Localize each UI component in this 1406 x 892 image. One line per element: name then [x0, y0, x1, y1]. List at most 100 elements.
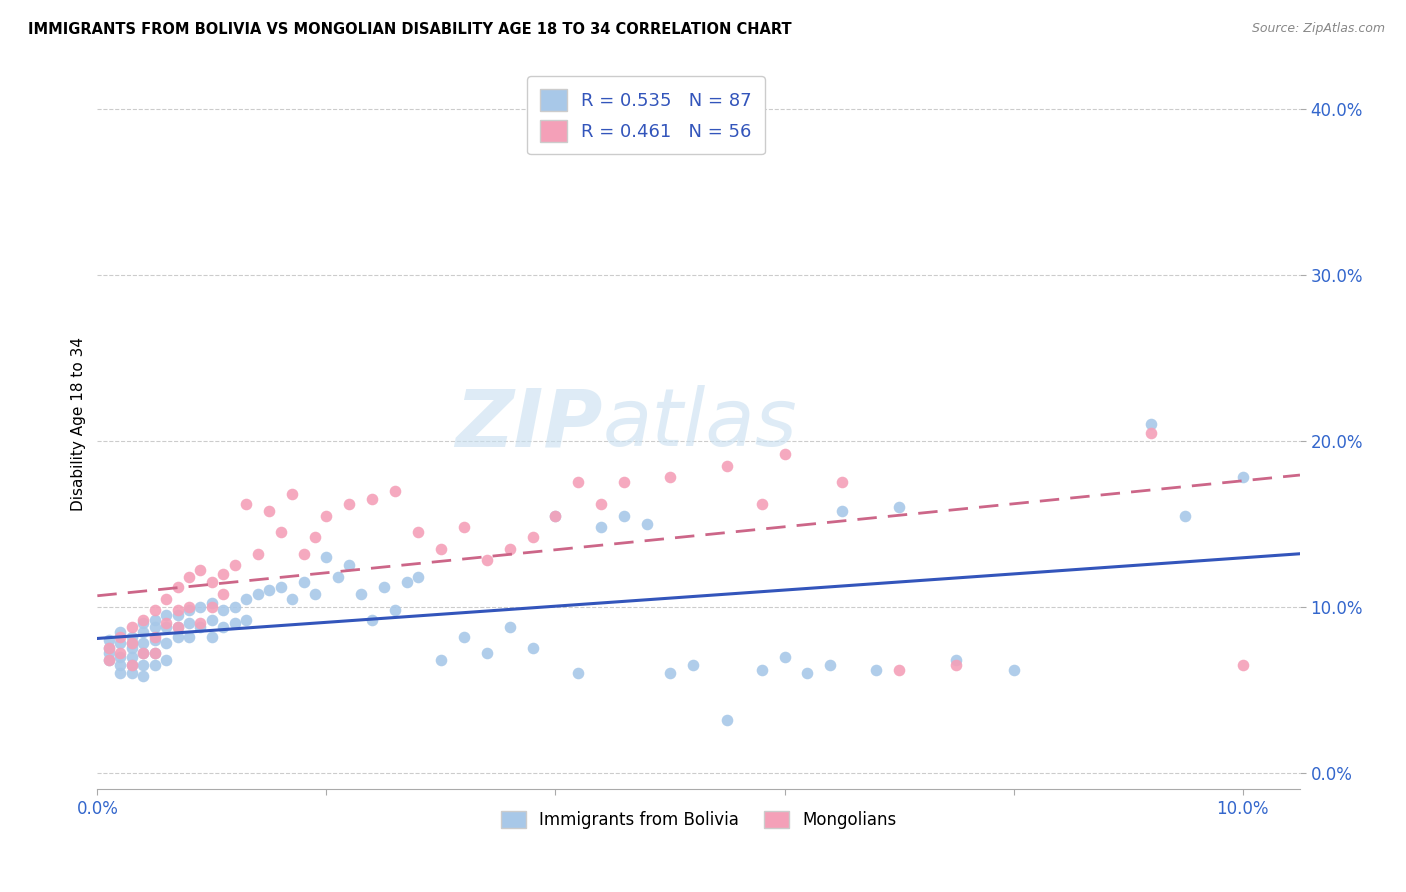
Point — [475, 646, 498, 660]
Point — [326, 570, 349, 584]
Point — [143, 646, 166, 660]
Point — [201, 597, 224, 611]
Text: ZIP: ZIP — [456, 385, 602, 464]
Point — [613, 508, 636, 523]
Point — [384, 603, 406, 617]
Point — [110, 666, 132, 681]
Point — [110, 624, 132, 639]
Point — [143, 646, 166, 660]
Point — [166, 630, 188, 644]
Text: Source: ZipAtlas.com: Source: ZipAtlas.com — [1251, 22, 1385, 36]
Point — [121, 641, 143, 656]
Point — [659, 470, 682, 484]
Point — [591, 497, 613, 511]
Point — [831, 475, 853, 490]
Point — [235, 591, 257, 606]
Point — [281, 591, 304, 606]
Point — [292, 547, 315, 561]
Point — [132, 669, 155, 683]
Point — [155, 591, 177, 606]
Point — [613, 475, 636, 490]
Point — [110, 646, 132, 660]
Point — [155, 636, 177, 650]
Point — [212, 566, 235, 581]
Point — [1140, 425, 1163, 440]
Point — [544, 508, 567, 523]
Point — [304, 586, 326, 600]
Point — [121, 657, 143, 672]
Point — [143, 632, 166, 647]
Point — [1232, 657, 1254, 672]
Point — [773, 447, 796, 461]
Point — [132, 613, 155, 627]
Point — [132, 636, 155, 650]
Point — [177, 570, 200, 584]
Point — [166, 580, 188, 594]
Point — [143, 630, 166, 644]
Point — [567, 475, 589, 490]
Point — [304, 530, 326, 544]
Point — [97, 641, 120, 656]
Point — [143, 657, 166, 672]
Point — [257, 503, 280, 517]
Point — [406, 525, 429, 540]
Point — [121, 620, 143, 634]
Point — [166, 620, 188, 634]
Point — [190, 616, 212, 631]
Point — [110, 657, 132, 672]
Point — [430, 541, 453, 556]
Point — [499, 620, 522, 634]
Point — [430, 653, 453, 667]
Point — [155, 620, 177, 634]
Point — [235, 613, 257, 627]
Point — [361, 613, 384, 627]
Point — [121, 657, 143, 672]
Point — [636, 516, 658, 531]
Point — [682, 657, 704, 672]
Point — [97, 641, 120, 656]
Point — [373, 580, 395, 594]
Point — [155, 616, 177, 631]
Point — [453, 520, 475, 534]
Point — [143, 620, 166, 634]
Point — [522, 530, 544, 544]
Point — [945, 653, 967, 667]
Point — [281, 487, 304, 501]
Point — [1140, 417, 1163, 432]
Point — [945, 657, 967, 672]
Text: atlas: atlas — [602, 385, 797, 464]
Legend: Immigrants from Bolivia, Mongolians: Immigrants from Bolivia, Mongolians — [494, 804, 903, 836]
Point — [1232, 470, 1254, 484]
Point — [190, 599, 212, 614]
Point — [499, 541, 522, 556]
Point — [110, 649, 132, 664]
Point — [132, 657, 155, 672]
Point — [406, 570, 429, 584]
Point — [820, 657, 842, 672]
Point — [97, 632, 120, 647]
Point — [110, 636, 132, 650]
Point — [887, 663, 910, 677]
Point — [716, 458, 738, 473]
Point — [121, 636, 143, 650]
Point — [384, 483, 406, 498]
Point — [716, 713, 738, 727]
Point — [544, 508, 567, 523]
Point — [246, 547, 269, 561]
Point — [315, 508, 337, 523]
Point — [453, 630, 475, 644]
Point — [212, 586, 235, 600]
Point — [190, 563, 212, 577]
Point — [97, 646, 120, 660]
Point — [132, 616, 155, 631]
Point — [315, 550, 337, 565]
Point — [337, 558, 360, 573]
Point — [567, 666, 589, 681]
Point — [177, 603, 200, 617]
Point — [155, 653, 177, 667]
Point — [121, 630, 143, 644]
Point — [796, 666, 818, 681]
Point — [177, 599, 200, 614]
Point — [292, 574, 315, 589]
Point — [132, 624, 155, 639]
